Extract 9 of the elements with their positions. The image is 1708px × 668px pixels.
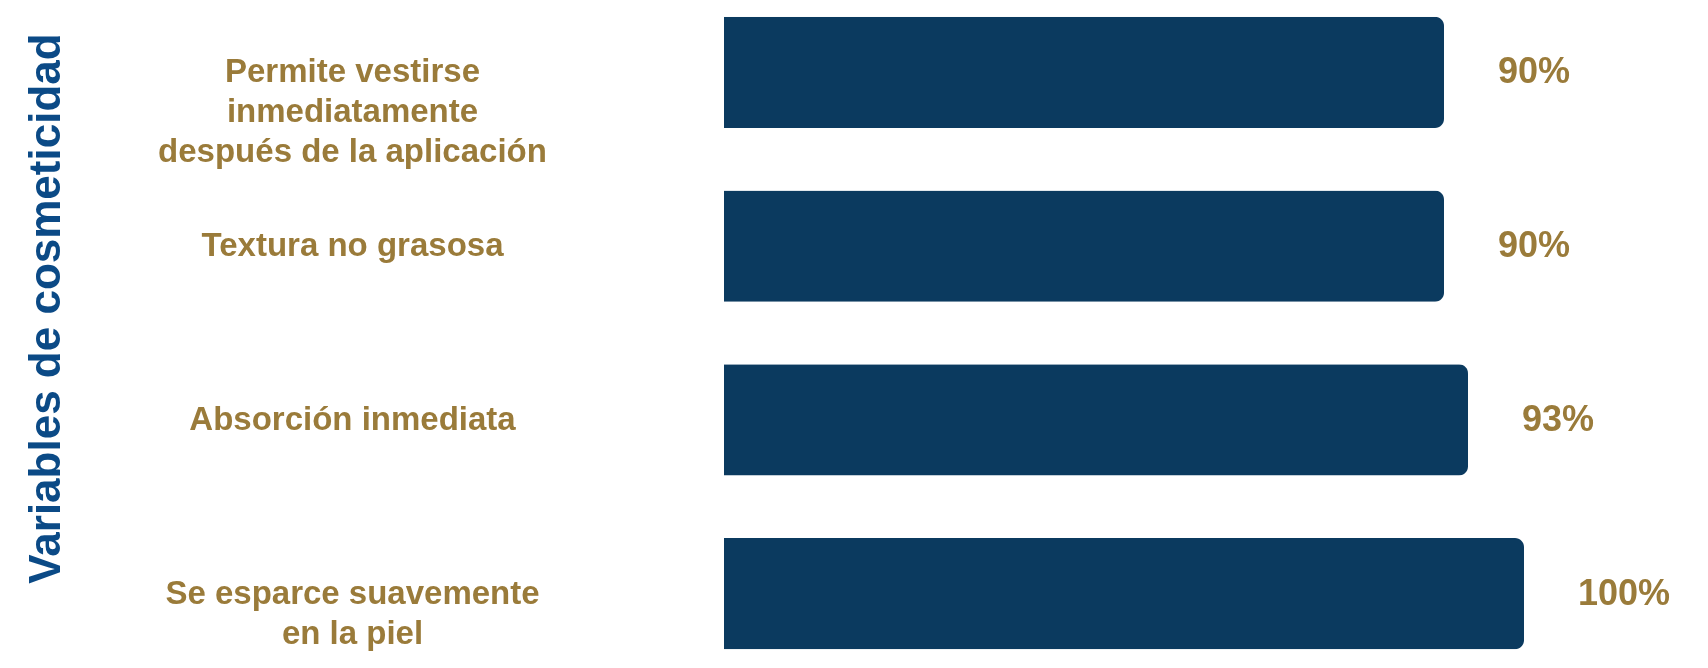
y-axis-title: Variables de cosmeticidad xyxy=(19,33,69,584)
y-tick-label: Permite vestirse inmediatamente después de la aplicación xyxy=(158,52,547,170)
y-tick-label: Se esparce suavemente en la piel xyxy=(165,573,540,651)
y-tick-label: Textura no grasosa xyxy=(201,226,505,264)
data-label: 93% xyxy=(1522,397,1595,439)
data-label: 90% xyxy=(1498,50,1571,92)
y-tick-label: Absorción inmediata xyxy=(189,399,517,437)
data-label: 100% xyxy=(1578,571,1671,613)
data-label: 90% xyxy=(1498,224,1571,266)
